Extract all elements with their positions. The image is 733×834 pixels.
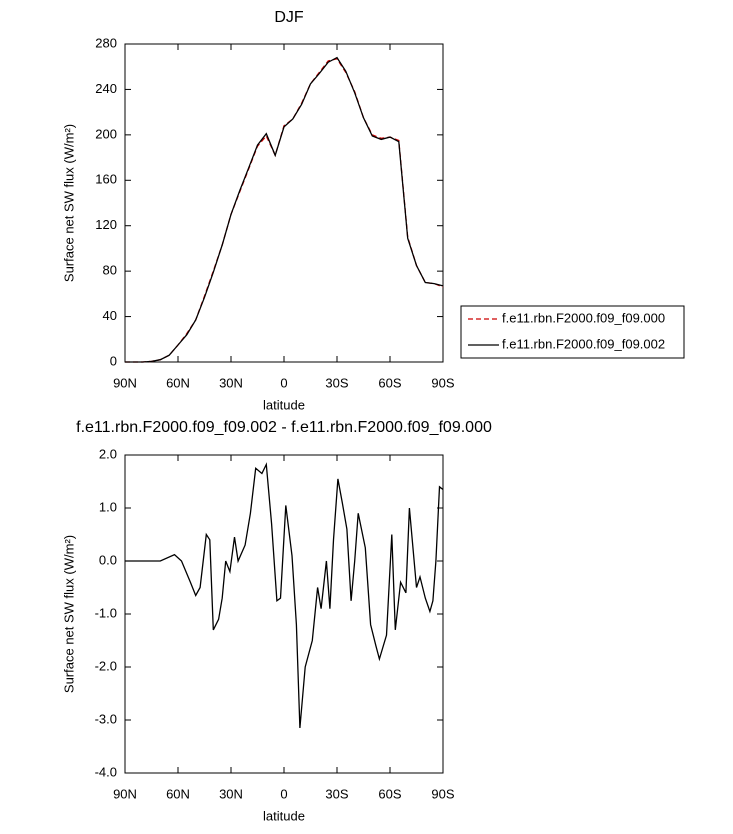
x-tick-label: 90S <box>431 786 454 801</box>
y-tick-label: -2.0 <box>95 658 117 673</box>
chart-title: f.e11.rbn.F2000.f09_f09.002 - f.e11.rbn.… <box>76 419 492 436</box>
x-tick-label: 60N <box>166 786 190 801</box>
y-tick-label: 80 <box>103 263 117 278</box>
y-tick-label: 280 <box>95 35 117 50</box>
data-line <box>125 58 444 363</box>
x-tick-label: 60S <box>378 375 401 390</box>
legend-label: f.e11.rbn.F2000.f09_f09.002 <box>502 336 665 351</box>
x-tick-label: 30S <box>325 786 348 801</box>
legend-box <box>460 305 685 359</box>
y-axis-label: Surface net SW flux (W/m²) <box>61 124 76 282</box>
y-tick-label: 0 <box>110 353 117 368</box>
y-tick-label: -3.0 <box>95 711 117 726</box>
y-tick-label: 160 <box>95 172 117 187</box>
x-tick-label: 90N <box>113 375 137 390</box>
y-tick-label: -1.0 <box>95 605 117 620</box>
y-tick-label: 240 <box>95 81 117 96</box>
data-line <box>125 462 444 729</box>
y-tick-label: 0.0 <box>99 552 117 567</box>
x-tick-label: 30N <box>219 375 243 390</box>
x-tick-label: 0 <box>280 375 287 390</box>
y-tick-label: 200 <box>95 126 117 141</box>
x-tick-label: 60N <box>166 375 190 390</box>
x-axis-label: latitude <box>263 808 305 823</box>
y-tick-label: 40 <box>103 308 117 323</box>
legend-label: f.e11.rbn.F2000.f09_f09.000 <box>502 310 665 325</box>
y-tick-label: 2.0 <box>99 446 117 461</box>
plot-frame <box>124 43 444 363</box>
data-line <box>125 56 444 363</box>
x-axis-label: latitude <box>263 397 305 412</box>
x-tick-label: 90N <box>113 786 137 801</box>
x-tick-label: 90S <box>431 375 454 390</box>
x-tick-label: 30N <box>219 786 243 801</box>
y-axis-label: Surface net SW flux (W/m²) <box>61 535 76 693</box>
x-tick-label: 30S <box>325 375 348 390</box>
x-tick-label: 0 <box>280 786 287 801</box>
y-tick-label: 1.0 <box>99 499 117 514</box>
x-tick-label: 60S <box>378 786 401 801</box>
chart-title: DJF <box>274 9 304 26</box>
y-tick-label: 120 <box>95 217 117 232</box>
y-tick-label: -4.0 <box>95 764 117 779</box>
